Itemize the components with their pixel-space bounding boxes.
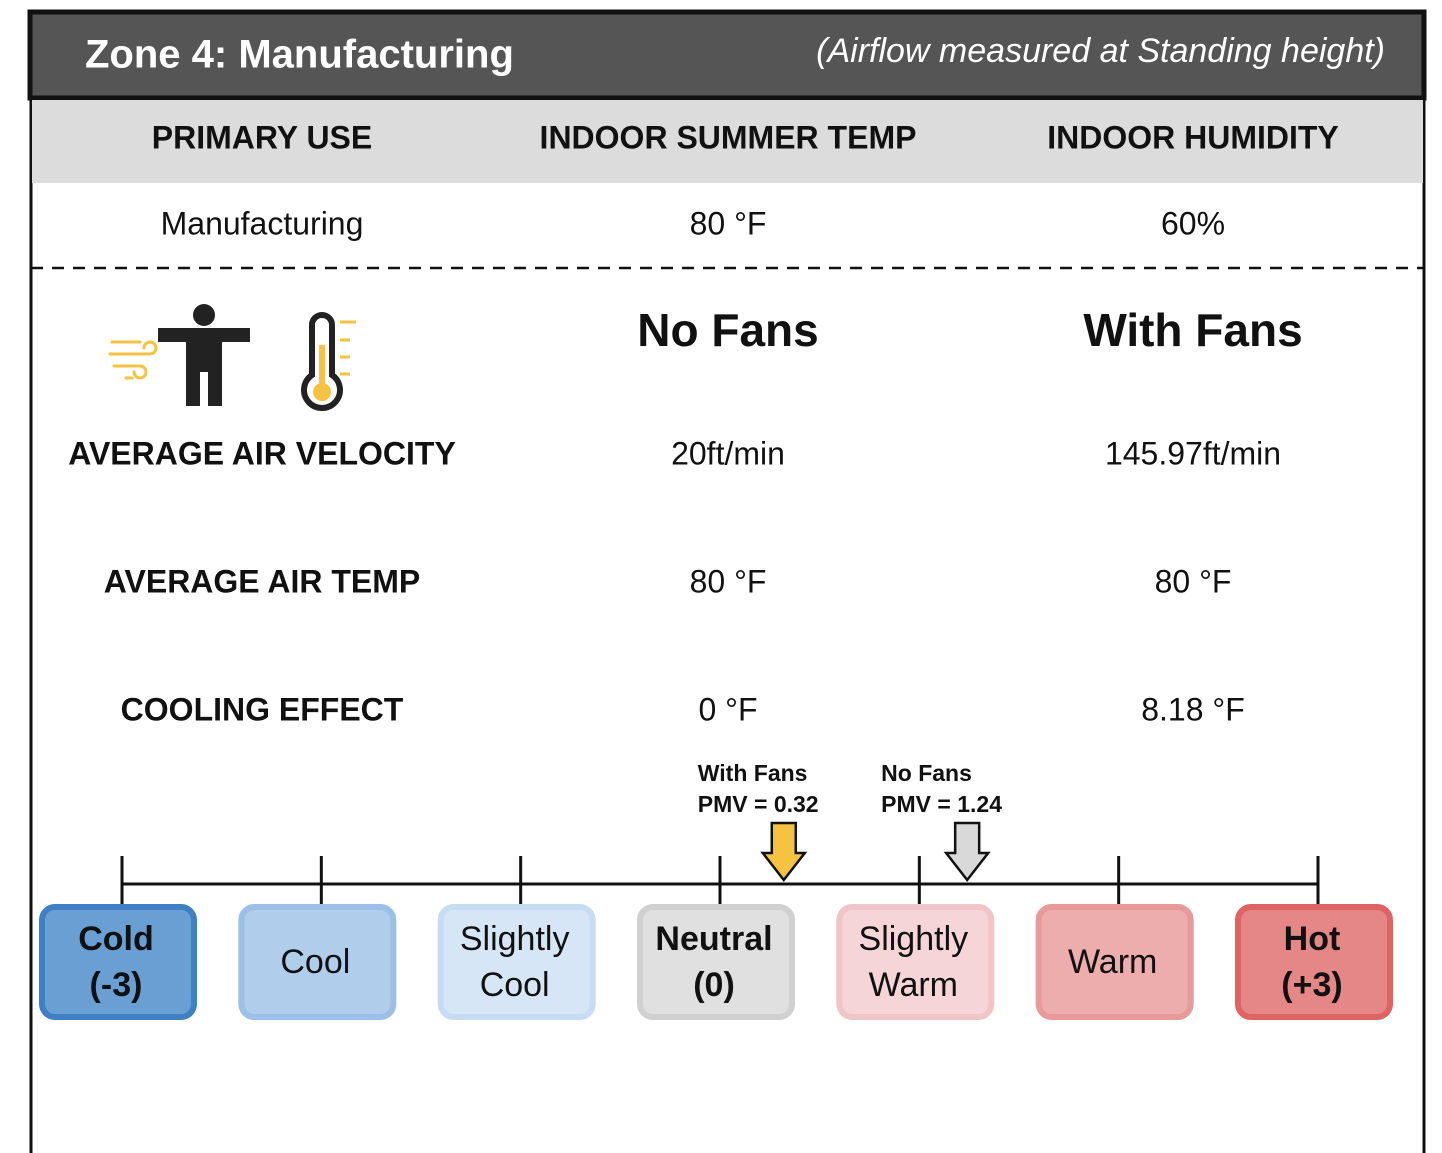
- row-value: 145.97ft/min: [1105, 435, 1281, 471]
- pmv-arrow: [943, 821, 991, 883]
- thermometer-icon: [301, 312, 356, 411]
- category-label: Cool: [480, 966, 550, 1004]
- row-value: 0 °F: [698, 691, 757, 727]
- category-box: [238, 904, 397, 1020]
- category-box: [637, 904, 795, 1020]
- category-label: Slightly: [460, 920, 570, 958]
- category-box: [836, 904, 995, 1020]
- category-label: Warm: [869, 966, 958, 1004]
- category-label: (+3): [1281, 966, 1342, 1004]
- category-label: Cool: [280, 943, 350, 981]
- table-header: INDOOR HUMIDITY: [1047, 119, 1339, 155]
- header-bar: [27, 9, 1427, 101]
- pmv-label: With Fans: [698, 760, 808, 786]
- category-label: (0): [693, 966, 735, 1004]
- category-label: (-3): [90, 966, 143, 1004]
- subtitle: (Airflow measured at Standing height): [816, 32, 1385, 70]
- person-icon: [158, 304, 250, 406]
- category-box: [1035, 904, 1194, 1020]
- pmv-label: PMV = 0.32: [698, 791, 819, 817]
- table-cell: 60%: [1161, 205, 1225, 241]
- category-label: Neutral: [655, 920, 772, 958]
- title: Zone 4: Manufacturing: [85, 33, 514, 77]
- category-box: [39, 904, 197, 1020]
- row-value: 80 °F: [690, 563, 767, 599]
- pmv-arrow: [760, 821, 808, 883]
- column-heading: With Fans: [1083, 304, 1302, 356]
- wind-icon: [108, 340, 158, 380]
- table-cell: 80 °F: [690, 205, 767, 241]
- pmv-label: No Fans: [881, 760, 972, 786]
- pmv-label: PMV = 1.24: [881, 791, 1002, 817]
- category-box: [437, 904, 596, 1020]
- table-header-row: [32, 100, 1423, 183]
- category-label: Slightly: [859, 920, 969, 958]
- row-label: AVERAGE AIR TEMP: [104, 563, 420, 599]
- table-header: INDOOR SUMMER TEMP: [540, 119, 917, 155]
- table-cell: Manufacturing: [161, 205, 364, 241]
- row-value: 8.18 °F: [1141, 691, 1245, 727]
- row-value: 80 °F: [1155, 563, 1232, 599]
- category-label: Warm: [1068, 943, 1157, 981]
- table-header: PRIMARY USE: [152, 119, 372, 155]
- category-box: [1235, 904, 1393, 1020]
- category-label: Cold: [78, 920, 154, 958]
- row-value: 20ft/min: [671, 435, 785, 471]
- row-label: COOLING EFFECT: [121, 691, 404, 727]
- column-heading: No Fans: [637, 304, 818, 356]
- row-label: AVERAGE AIR VELOCITY: [68, 435, 456, 471]
- category-label: Hot: [1284, 920, 1341, 958]
